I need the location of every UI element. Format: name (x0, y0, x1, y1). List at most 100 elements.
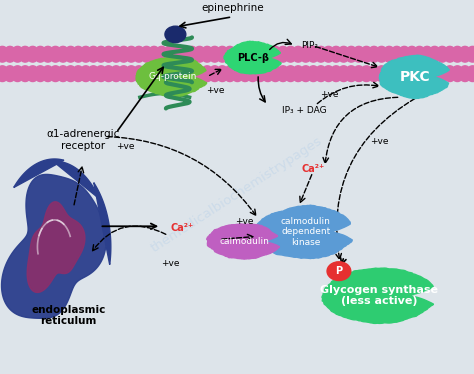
Circle shape (0, 46, 7, 53)
Circle shape (264, 55, 272, 62)
Circle shape (332, 46, 340, 53)
Circle shape (430, 55, 439, 62)
Circle shape (362, 46, 371, 53)
Circle shape (44, 46, 52, 53)
Circle shape (44, 75, 52, 82)
Circle shape (28, 75, 37, 82)
Circle shape (355, 55, 363, 62)
Text: P: P (335, 266, 343, 276)
Circle shape (112, 46, 120, 53)
Circle shape (28, 66, 37, 73)
Circle shape (36, 75, 45, 82)
Circle shape (233, 66, 242, 73)
Circle shape (438, 55, 447, 62)
Circle shape (347, 55, 356, 62)
Circle shape (0, 55, 7, 62)
Circle shape (362, 66, 371, 73)
Circle shape (165, 55, 173, 62)
Circle shape (355, 66, 363, 73)
Circle shape (74, 55, 82, 62)
Circle shape (127, 75, 136, 82)
Text: PLC-β: PLC-β (237, 53, 270, 63)
Circle shape (279, 55, 287, 62)
Circle shape (226, 55, 234, 62)
Circle shape (446, 75, 454, 82)
Circle shape (157, 66, 166, 73)
Circle shape (180, 55, 189, 62)
Circle shape (44, 55, 52, 62)
Circle shape (423, 55, 431, 62)
Circle shape (104, 46, 113, 53)
Circle shape (127, 46, 136, 53)
Circle shape (324, 46, 333, 53)
Text: IP₃ + DAG: IP₃ + DAG (282, 106, 327, 115)
Circle shape (271, 75, 280, 82)
Polygon shape (94, 183, 111, 265)
Circle shape (446, 66, 454, 73)
Circle shape (327, 262, 351, 280)
Circle shape (28, 46, 37, 53)
Circle shape (36, 46, 45, 53)
Circle shape (317, 46, 325, 53)
Circle shape (301, 46, 310, 53)
Circle shape (438, 46, 447, 53)
Circle shape (241, 66, 249, 73)
Circle shape (392, 75, 401, 82)
Circle shape (453, 66, 462, 73)
Circle shape (241, 46, 249, 53)
Circle shape (157, 46, 166, 53)
Circle shape (446, 55, 454, 62)
Circle shape (21, 46, 29, 53)
Circle shape (59, 46, 67, 53)
Circle shape (408, 66, 416, 73)
Circle shape (279, 75, 287, 82)
Circle shape (279, 46, 287, 53)
Circle shape (188, 46, 196, 53)
Circle shape (66, 66, 75, 73)
Circle shape (142, 55, 151, 62)
Circle shape (119, 75, 128, 82)
Circle shape (415, 75, 424, 82)
Circle shape (66, 46, 75, 53)
Circle shape (385, 66, 393, 73)
Circle shape (256, 66, 264, 73)
Circle shape (89, 66, 98, 73)
Circle shape (112, 66, 120, 73)
Circle shape (248, 55, 257, 62)
Circle shape (180, 46, 189, 53)
Circle shape (119, 55, 128, 62)
Circle shape (51, 46, 60, 53)
Circle shape (13, 66, 22, 73)
Circle shape (119, 46, 128, 53)
Circle shape (339, 66, 348, 73)
Text: themedicalbiochemistrypages: themedicalbiochemistrypages (149, 134, 325, 255)
Text: +ve: +ve (370, 137, 389, 146)
Circle shape (332, 75, 340, 82)
Circle shape (430, 66, 439, 73)
Circle shape (286, 75, 295, 82)
Polygon shape (136, 56, 207, 97)
Circle shape (392, 66, 401, 73)
Text: α1-adrenergic
receptor: α1-adrenergic receptor (46, 129, 119, 151)
Circle shape (294, 66, 302, 73)
Circle shape (309, 66, 318, 73)
Circle shape (6, 66, 14, 73)
Circle shape (6, 55, 14, 62)
Circle shape (74, 66, 82, 73)
Polygon shape (1, 174, 106, 318)
Polygon shape (27, 202, 85, 292)
Circle shape (347, 66, 356, 73)
Circle shape (453, 55, 462, 62)
Circle shape (241, 75, 249, 82)
Circle shape (332, 55, 340, 62)
Circle shape (286, 66, 295, 73)
Circle shape (400, 46, 409, 53)
Circle shape (195, 55, 204, 62)
Circle shape (59, 75, 67, 82)
Circle shape (112, 75, 120, 82)
Circle shape (82, 55, 90, 62)
Circle shape (400, 55, 409, 62)
Circle shape (218, 46, 227, 53)
Circle shape (468, 75, 474, 82)
Circle shape (461, 75, 469, 82)
